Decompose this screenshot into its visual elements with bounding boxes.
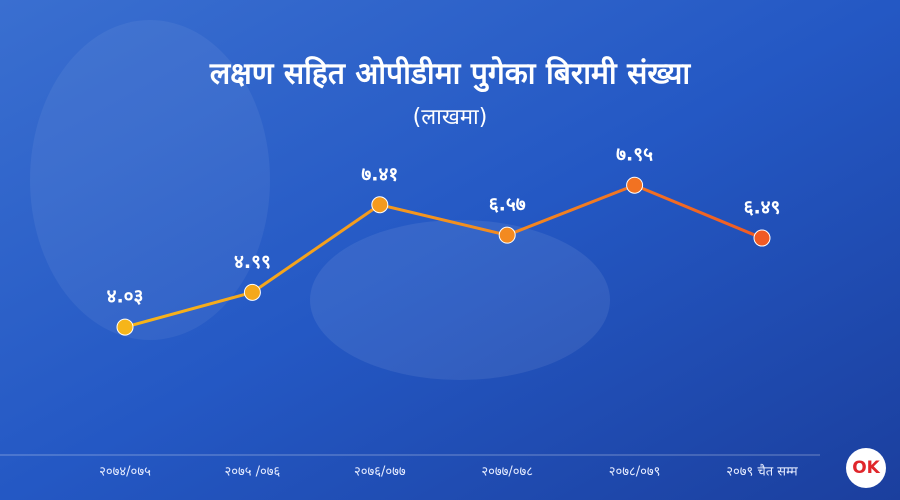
logo-badge [846,448,886,488]
data-point [626,176,644,194]
logo: OK [852,458,880,478]
data-point [753,229,771,247]
x-tick-label: २०७८/०७९ [609,465,661,480]
photo-shade [310,220,610,380]
value-label: ७.४१ [361,163,398,185]
value-label: ४.९९ [234,251,271,273]
chart-subtitle: (लाखमा) [413,105,488,130]
x-tick-label: २०७९ चैत सम्म [726,464,798,480]
value-label: ६.५७ [489,194,526,216]
value-label: ४.०३ [107,286,144,308]
data-point [243,283,261,301]
data-point [116,318,134,336]
x-tick-label: २०७४/०७५ [99,465,151,480]
chart-title: लक्षण सहित ओपीडीमा पुगेका बिरामी संख्या [209,56,691,93]
data-point [371,196,389,214]
x-tick-label: २०७५ /०७६ [224,465,280,480]
value-label: ७.९५ [616,144,653,166]
x-tick-label: २०७७/०७८ [481,465,533,480]
value-label: ६.४९ [744,197,781,219]
photo-shade [30,20,270,340]
x-tick-label: २०७६/०७७ [354,465,406,480]
data-line [124,183,763,329]
data-point [498,226,516,244]
